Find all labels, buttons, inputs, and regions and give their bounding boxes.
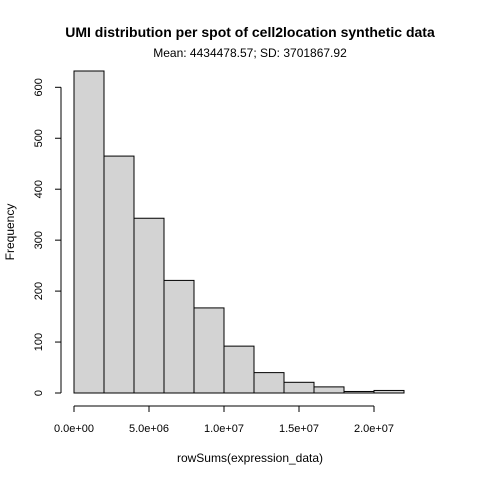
y-tick-label: 0 — [33, 390, 45, 396]
x-tick-label: 1.5e+07 — [279, 423, 319, 435]
histogram-bar — [163, 279, 195, 394]
y-tick-label: 300 — [33, 231, 45, 249]
histogram-bar — [103, 155, 135, 394]
histogram-bar — [133, 217, 165, 394]
histogram-bar — [223, 345, 255, 394]
histogram-bars — [73, 70, 405, 394]
y-tick-label: 500 — [33, 129, 45, 147]
x-tick-label: 0.0e+00 — [54, 423, 94, 435]
histogram-bar — [313, 386, 345, 394]
chart-subtitle: Mean: 4434478.57; SD: 3701867.92 — [153, 46, 347, 60]
y-tick-label: 100 — [33, 333, 45, 351]
histogram-bar — [343, 390, 375, 394]
y-tick-label: 400 — [33, 180, 45, 198]
x-axis-label: rowSums(expression_data) — [177, 451, 323, 465]
x-tick-label: 5.0e+06 — [129, 423, 169, 435]
histogram-bar — [193, 307, 225, 394]
histogram-bar — [373, 389, 405, 394]
y-tick-label: 200 — [33, 282, 45, 300]
x-tick-label: 2.0e+07 — [354, 423, 394, 435]
histogram-bar — [73, 70, 105, 394]
x-tick-label: 1.0e+07 — [204, 423, 244, 435]
y-tick-label: 600 — [33, 78, 45, 96]
y-axis-label: Frequency — [3, 204, 17, 261]
histogram-bar — [283, 381, 315, 394]
x-axis: 0.0e+00 5.0e+06 1.0e+07 1.5e+07 2.0e+07 — [54, 405, 394, 435]
chart-title: UMI distribution per spot of cell2locati… — [65, 24, 435, 40]
histogram-bar — [253, 372, 285, 394]
y-axis: 0 100 200 300 400 500 600 — [33, 78, 62, 396]
